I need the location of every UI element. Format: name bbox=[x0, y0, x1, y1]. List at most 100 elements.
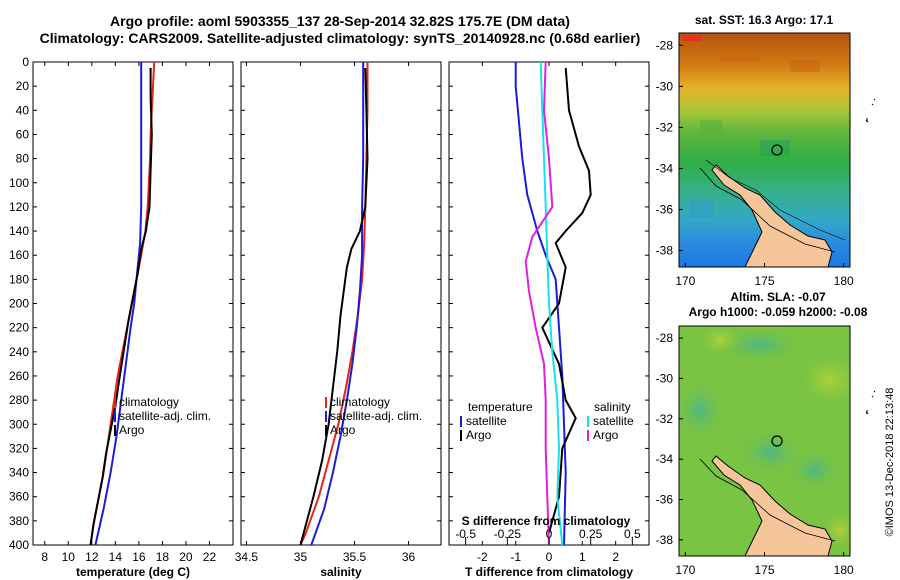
difference-panel: -2 -1 0 1 2T difference from climatology -0.5… bbox=[448, 61, 650, 579]
map-y-tick-label: -36 bbox=[656, 203, 674, 217]
s-tick-label: 0.5 bbox=[624, 527, 641, 541]
legend-label: Argo bbox=[466, 428, 492, 442]
map-y-tick-label: -28 bbox=[656, 331, 674, 345]
sst-map-title: sat. SST: 16.3 Argo: 17.1 bbox=[695, 13, 834, 27]
x-tick-label: 1 bbox=[579, 550, 586, 564]
series-line-temperature-satellite bbox=[514, 62, 567, 546]
sla-map: Altim. SLA: -0.07 Argo h1000: -0.059 h20… bbox=[656, 290, 876, 577]
sst-map: sat. SST: 16.3 Argo: 17.1 -28 -30 -32 -34 -3… bbox=[656, 13, 876, 288]
legend-label: satellite bbox=[593, 414, 634, 428]
legend-label: Argo bbox=[119, 423, 145, 437]
map-y-tick-label: -28 bbox=[656, 38, 674, 52]
x-tick-label: -2 bbox=[477, 550, 488, 564]
x-tick-label: 22 bbox=[203, 550, 217, 564]
series-line-satellite-adj-clim- bbox=[310, 62, 365, 546]
legend-label: Argo bbox=[593, 428, 619, 442]
y-tick-label: 400 bbox=[9, 538, 29, 552]
series-line-temperature-argo bbox=[541, 67, 592, 534]
map-y-tick-label: -36 bbox=[656, 493, 674, 507]
map-y-tick-label: -34 bbox=[656, 452, 674, 466]
legend-label: climatology bbox=[119, 395, 179, 409]
x-tick-label: 35.5 bbox=[343, 550, 367, 564]
legend-label: satellite-adj. clim. bbox=[119, 409, 211, 423]
y-tick-label: 360 bbox=[9, 490, 29, 504]
s-axis-label: S difference from climatology bbox=[462, 514, 631, 528]
y-tick-label: 160 bbox=[9, 248, 29, 262]
y-tick-label: 60 bbox=[16, 127, 30, 141]
chart-title-line1: Argo profile: aoml 5903355_137 28-Sep-20… bbox=[110, 13, 570, 29]
x-axis-label: salinity bbox=[320, 565, 362, 579]
credit-stamp: ©IMOS 13-Dec-2018 22:13:48 bbox=[884, 388, 896, 537]
series-line-salinity-argo bbox=[524, 61, 554, 546]
map-x-tick-label: 180 bbox=[834, 274, 854, 288]
sla-map-title-line2: Argo h1000: -0.059 h2000: -0.08 bbox=[689, 305, 868, 319]
map-y-tick-label: -32 bbox=[656, 120, 674, 134]
map-x-tick-label: 170 bbox=[675, 563, 695, 577]
sst-profile-marker bbox=[771, 144, 783, 156]
plot-frame bbox=[240, 61, 442, 546]
series-line-climatology bbox=[299, 62, 369, 546]
s-tick-label: 0.25 bbox=[579, 527, 603, 541]
temperature-panel: 0 20 40 60 80 100 120 140 160 180 200 220 240 260 280 3… bbox=[9, 55, 234, 579]
map-y-tick-label: -32 bbox=[656, 412, 674, 426]
y-tick-label: 340 bbox=[9, 466, 29, 480]
y-tick-label: 280 bbox=[9, 393, 29, 407]
salinity-panel: 34.5 35 35.5 36 salinity climatologysatellite… bbox=[235, 61, 442, 579]
x-tick-label: 0 bbox=[546, 550, 553, 564]
legend-label: satellite bbox=[466, 414, 507, 428]
map-x-tick-label: 175 bbox=[754, 563, 774, 577]
map-y-tick-label: -38 bbox=[656, 533, 674, 547]
y-tick-label: 320 bbox=[9, 441, 29, 455]
y-tick-label: 200 bbox=[9, 297, 29, 311]
sla-map-title-line1: Altim. SLA: -0.07 bbox=[730, 290, 826, 304]
map-x-tick-label: 175 bbox=[754, 274, 774, 288]
s-tick-label: -0.25 bbox=[494, 527, 522, 541]
x-tick-label: 35 bbox=[294, 550, 308, 564]
y-tick-label: 180 bbox=[9, 272, 29, 286]
x-tick-label: 16 bbox=[132, 550, 146, 564]
island-marker bbox=[865, 98, 876, 123]
x-tick-label: 18 bbox=[156, 550, 170, 564]
sla-profile-marker bbox=[771, 435, 783, 447]
series-line-satellite-adj-clim- bbox=[94, 62, 143, 546]
x-tick-label: 10 bbox=[62, 550, 76, 564]
s-tick-label: 0 bbox=[546, 527, 553, 541]
series-line-argo bbox=[299, 67, 369, 546]
x-tick-label: 36 bbox=[402, 550, 416, 564]
y-tick-label: 240 bbox=[9, 345, 29, 359]
y-tick-label: 120 bbox=[9, 200, 29, 214]
map-y-tick-label: -30 bbox=[656, 79, 674, 93]
plot-frame bbox=[32, 61, 234, 546]
legend-label: Argo bbox=[330, 423, 356, 437]
series-line-salinity-satellite bbox=[539, 61, 564, 546]
legend-label: satellite-adj. clim. bbox=[330, 409, 422, 423]
y-tick-label: 300 bbox=[9, 417, 29, 431]
island-marker bbox=[865, 390, 876, 415]
s-tick-label: -0.5 bbox=[455, 527, 476, 541]
x-tick-label: -1 bbox=[510, 550, 521, 564]
map-x-tick-label: 170 bbox=[675, 274, 695, 288]
legend-label: climatology bbox=[330, 395, 390, 409]
x-tick-label: 34.5 bbox=[235, 550, 259, 564]
map-y-tick-label: -38 bbox=[656, 244, 674, 258]
map-y-tick-label: -34 bbox=[656, 161, 674, 175]
chart-title-line2: Climatology: CARS2009. Satellite-adjuste… bbox=[39, 30, 641, 46]
y-tick-label: 0 bbox=[22, 55, 29, 69]
y-tick-label: 260 bbox=[9, 369, 29, 383]
y-tick-label: 100 bbox=[9, 176, 29, 190]
x-tick-label: 20 bbox=[179, 550, 193, 564]
x-axis-label: temperature (deg C) bbox=[76, 565, 190, 579]
y-tick-label: 220 bbox=[9, 321, 29, 335]
map-x-tick-label: 180 bbox=[834, 563, 854, 577]
series-line-argo bbox=[89, 68, 153, 546]
y-tick-label: 380 bbox=[9, 514, 29, 528]
y-tick-label: 40 bbox=[16, 103, 30, 117]
x-tick-label: 12 bbox=[85, 550, 99, 564]
y-tick-label: 20 bbox=[16, 79, 30, 93]
x-tick-label: 2 bbox=[612, 550, 619, 564]
x-axis-label: T difference from climatology bbox=[465, 565, 633, 579]
y-tick-label: 140 bbox=[9, 224, 29, 238]
series-line-climatology bbox=[89, 61, 156, 546]
legend-heading: temperature bbox=[468, 400, 533, 414]
